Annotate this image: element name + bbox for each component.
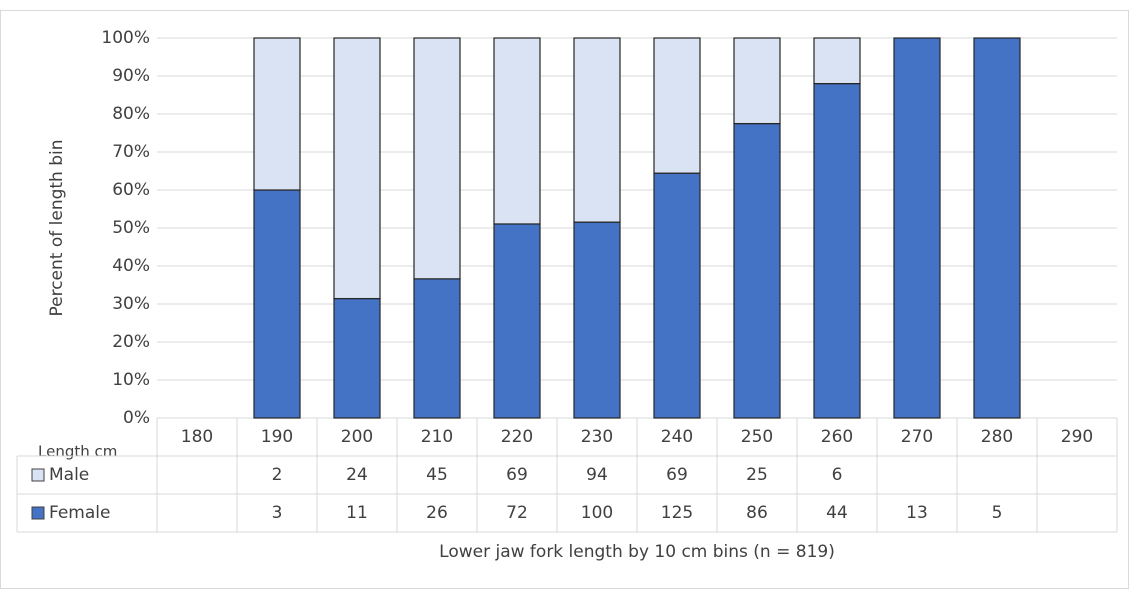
bar-segment [973, 37, 1021, 419]
table-cell: 26 [426, 503, 448, 523]
bar-segment [733, 37, 781, 125]
bar-segment [573, 37, 621, 223]
y-tick-label: 20% [112, 332, 150, 352]
y-tick-label: 40% [112, 256, 150, 276]
table-cell: 13 [906, 503, 928, 523]
x-tick-label: 220 [501, 427, 533, 447]
x-tick-label: 270 [901, 427, 933, 447]
y-tick-label: 60% [112, 180, 150, 200]
bar-segment [493, 37, 541, 225]
table-cell: 69 [666, 465, 688, 485]
y-tick-label: 80% [112, 104, 150, 124]
y-tick-label: 0% [123, 408, 150, 428]
y-tick-label: 90% [112, 66, 150, 86]
y-tick-label: 10% [112, 370, 150, 390]
bar-segment [333, 297, 381, 419]
y-tick-label: 30% [112, 294, 150, 314]
x-axis-label: Lower jaw fork length by 10 cm bins (n =… [439, 542, 835, 562]
x-tick-label: 290 [1061, 427, 1093, 447]
bar-segment [413, 278, 461, 419]
table-cell: 44 [826, 503, 848, 523]
table-cell: 100 [581, 503, 613, 523]
table-cell: 94 [586, 465, 608, 485]
y-tick-label: 100% [101, 28, 150, 48]
y-axis-label: Percent of length bin [47, 139, 67, 316]
table-cell: 5 [992, 503, 1003, 523]
table-cell: 3 [272, 503, 283, 523]
table-header: Length cm [38, 443, 117, 461]
table-cell: 125 [661, 503, 693, 523]
bar-segment [493, 223, 541, 419]
chart-frame [0, 10, 1129, 589]
x-tick-label: 250 [741, 427, 773, 447]
x-tick-label: 190 [261, 427, 293, 447]
bar-segment [733, 122, 781, 419]
table-cell: 2 [272, 465, 283, 485]
x-tick-label: 200 [341, 427, 373, 447]
table-cell: 45 [426, 465, 448, 485]
table-cell: 69 [506, 465, 528, 485]
x-tick-label: 240 [661, 427, 693, 447]
table-cell: 6 [832, 465, 843, 485]
bar-segment [653, 172, 701, 419]
table-cell: 25 [746, 465, 768, 485]
table-cell: 24 [346, 465, 368, 485]
bar-segment [253, 189, 301, 419]
bar-segment [813, 82, 861, 419]
bar-segment [813, 37, 861, 85]
table-cell: 11 [346, 503, 368, 523]
legend-swatch [31, 506, 45, 520]
legend-swatch [31, 468, 45, 482]
bar-segment [653, 37, 701, 174]
x-tick-label: 180 [181, 427, 213, 447]
bar-segment [893, 37, 941, 419]
x-tick-label: 230 [581, 427, 613, 447]
y-tick-label: 70% [112, 142, 150, 162]
bar-segment [253, 37, 301, 191]
table-cell: 72 [506, 503, 528, 523]
x-tick-label: 260 [821, 427, 853, 447]
x-tick-label: 210 [421, 427, 453, 447]
x-tick-label: 280 [981, 427, 1013, 447]
legend-label: Female [49, 503, 110, 523]
legend-label: Male [49, 465, 89, 485]
bar-segment [573, 221, 621, 419]
bar-segment [333, 37, 381, 300]
y-tick-label: 50% [112, 218, 150, 238]
table-cell: 86 [746, 503, 768, 523]
bar-segment [413, 37, 461, 280]
